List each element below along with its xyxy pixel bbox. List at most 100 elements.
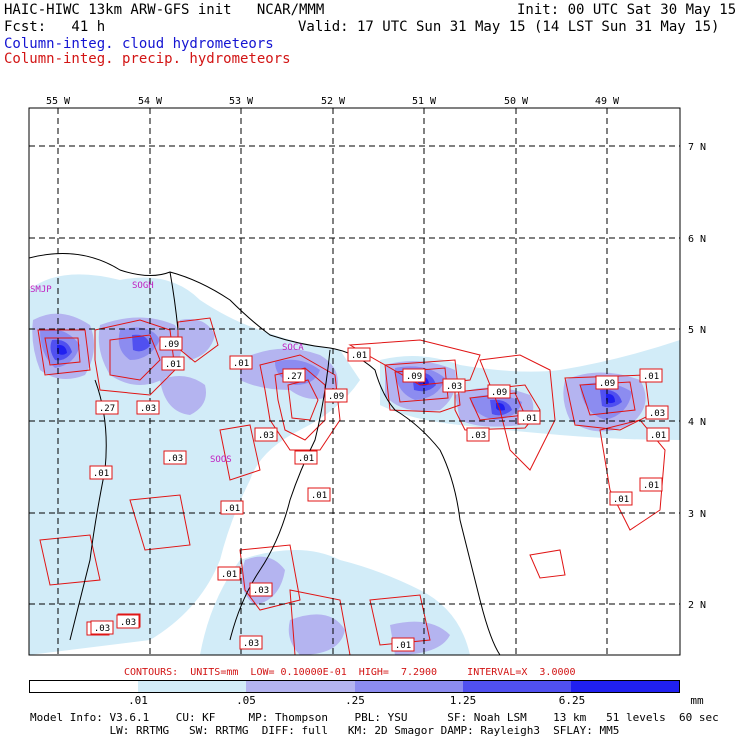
contour-label: .01 xyxy=(351,351,367,361)
contour-label: .01 xyxy=(643,481,659,491)
contour-label-box xyxy=(294,450,318,465)
contour-label-box xyxy=(517,410,541,425)
contour-label: .01 xyxy=(643,372,659,382)
contour-label-box xyxy=(136,400,160,415)
contour-label-box xyxy=(229,355,253,370)
station-smjp: SMJP xyxy=(30,285,52,295)
contour-label-box xyxy=(307,487,331,502)
colorbar xyxy=(29,680,680,693)
contour-label-box xyxy=(163,450,187,465)
lon-label: 54 W xyxy=(138,96,163,107)
field-precip-label: Column-integ. precip. hydrometeors xyxy=(4,51,291,67)
contour-label-box xyxy=(254,427,278,442)
colorbar-swatch xyxy=(246,681,355,692)
contour-label: .27 xyxy=(99,404,115,414)
contour-label-box xyxy=(220,500,244,515)
colorbar-label: .01 xyxy=(128,694,148,707)
colorbar-swatch xyxy=(138,681,247,692)
contour-label-box xyxy=(639,368,663,383)
colorbar-label: 1.25 xyxy=(449,694,477,707)
contour-label-box xyxy=(646,427,670,442)
lon-label: 51 W xyxy=(412,96,437,107)
contour-label-box xyxy=(442,378,466,393)
lat-label: 7 N xyxy=(688,142,706,153)
lat-labels: 7 N 6 N 5 N 4 N 3 N 2 N xyxy=(688,142,706,611)
map-frame xyxy=(28,107,681,656)
contour-label-box xyxy=(161,356,185,371)
contour-label: .01 xyxy=(311,491,327,501)
contour-label-box xyxy=(347,347,371,362)
contour-label-box xyxy=(487,384,511,399)
contour-label: .09 xyxy=(328,392,344,402)
contour-label: .01 xyxy=(298,454,314,464)
lat-label: 6 N xyxy=(688,234,706,245)
contour-label: .01 xyxy=(613,495,629,505)
contour-label-box xyxy=(239,635,263,650)
contour-label-box xyxy=(90,620,114,635)
lat-label: 5 N xyxy=(688,325,706,336)
contour-label: .01 xyxy=(224,504,240,514)
contour-label-box xyxy=(116,614,140,629)
contour-label: .03 xyxy=(258,431,274,441)
contour-label-box xyxy=(402,368,426,383)
field-cloud-label: Column-integ. cloud hydrometeors xyxy=(4,36,274,52)
contour-labels: .09 .01 .01 .27 .03 .27 .09 .01 .01 .09 .03 .09 .01.… xyxy=(86,336,670,652)
colorbar-label: .05 xyxy=(236,694,256,707)
model-info-line1: Model Info: V3.6.1 CU: KF MP: Thompson P… xyxy=(30,711,719,724)
model-info-line2: LW: RRTMG SW: RRTMG DIFF: full KM: 2D Sm… xyxy=(30,724,620,737)
contour-label: .03 xyxy=(167,454,183,464)
colorbar-swatch xyxy=(30,681,139,692)
contour-label: .01 xyxy=(521,414,537,424)
valid-time: Valid: 17 UTC Sun 31 May 15 (14 LST Sun … xyxy=(298,19,720,35)
contour-label-box xyxy=(466,427,490,442)
init-time: Init: 00 UTC Sat 30 May 15 xyxy=(517,2,737,18)
contour-label-box xyxy=(645,405,669,420)
contour-label-box xyxy=(324,388,348,403)
stations: SMJP SOGH SOCA SOOS xyxy=(30,281,304,465)
contour-label: .01 xyxy=(650,431,666,441)
colorbar-units: mm xyxy=(690,694,704,707)
lon-label: 52 W xyxy=(321,96,346,107)
lon-label: 50 W xyxy=(504,96,529,107)
contour-label: .01 xyxy=(233,359,249,369)
colorbar-label: .25 xyxy=(345,694,365,707)
contour-label-box xyxy=(282,368,306,383)
contour-label: .03 xyxy=(253,586,269,596)
lon-label: 55 W xyxy=(46,96,71,107)
contour-label: .09 xyxy=(599,379,615,389)
contour-label: .09 xyxy=(163,340,179,350)
contour-label: .03 xyxy=(120,618,136,628)
contour-label-box xyxy=(639,477,663,492)
contour-label-box xyxy=(595,375,619,390)
contour-label: .09 xyxy=(491,388,507,398)
contour-label: .03 xyxy=(649,409,665,419)
contour-label: .01 xyxy=(165,360,181,370)
plot-title: HAIC-HIWC 13km ARW-GFS init NCAR/MMM xyxy=(4,2,325,18)
lat-label: 2 N xyxy=(688,600,706,611)
colorbar-swatch xyxy=(570,681,680,692)
contour-label: .03 xyxy=(446,382,462,392)
contour-label: .03 xyxy=(243,639,259,649)
lon-label: 53 W xyxy=(229,96,254,107)
lon-labels: 55 W 54 W 53 W 52 W 51 W 50 W 49 W xyxy=(46,96,620,107)
contour-label: .01 xyxy=(93,469,109,479)
contour-label: .03 xyxy=(94,624,110,634)
contour-label-box xyxy=(95,400,119,415)
contour-label-box xyxy=(609,491,633,506)
contour-label: .01 xyxy=(221,570,237,580)
contour-label: .01 xyxy=(395,641,411,651)
contour-label-box xyxy=(159,336,183,351)
contour-label-box xyxy=(391,637,415,652)
forecast-hour: Fcst: 41 h xyxy=(4,19,106,35)
contours-info: CONTOURS: UNITS=mm LOW= 0.10000E-01 HIGH… xyxy=(124,667,576,678)
lat-label: 3 N xyxy=(688,509,706,520)
lat-label: 4 N xyxy=(688,417,706,428)
contour-label-box xyxy=(89,465,113,480)
cloud-shading xyxy=(29,274,680,655)
contour-label: .27 xyxy=(286,372,302,382)
station-soca: SOCA xyxy=(282,343,304,353)
station-soos: SOOS xyxy=(210,455,232,465)
colorbar-swatch xyxy=(462,681,571,692)
colorbar-swatch xyxy=(354,681,463,692)
contour-label-box xyxy=(217,566,241,581)
